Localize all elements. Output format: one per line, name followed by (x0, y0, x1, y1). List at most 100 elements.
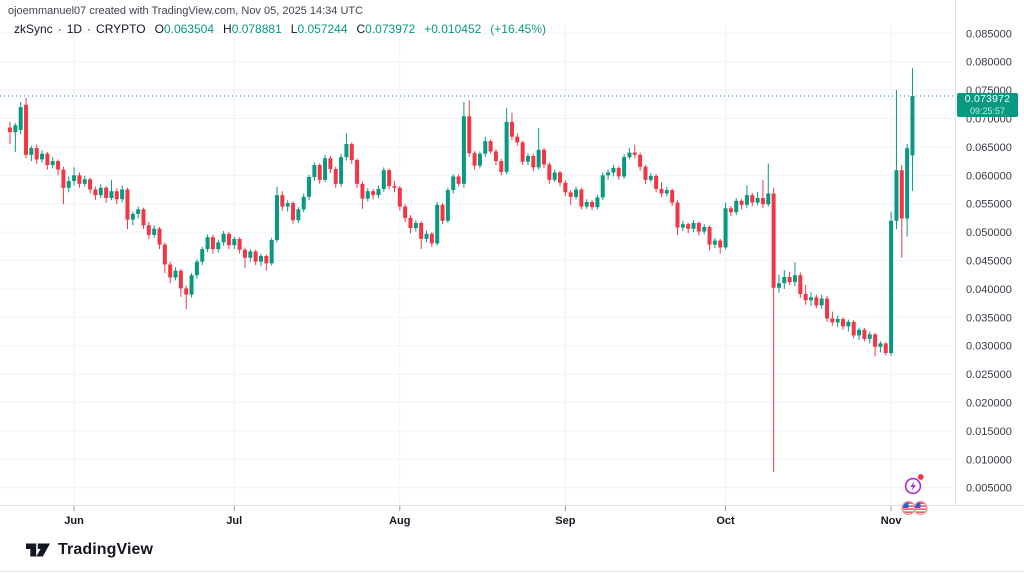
price-axis-label[interactable]: 0.085000 (966, 28, 1012, 40)
candle-body (520, 142, 525, 162)
candle-body (691, 223, 696, 229)
candle-body (435, 204, 440, 244)
candle-body (162, 244, 167, 265)
candle-body (579, 189, 584, 207)
price-axis-label[interactable]: 0.060000 (966, 170, 1012, 182)
tradingview-logo-text: TradingView (58, 541, 154, 558)
candle-body (867, 334, 872, 339)
candle-body (803, 294, 808, 301)
candle-body (563, 182, 568, 193)
candle-body (194, 261, 199, 276)
candle-body (232, 238, 237, 246)
candle-body (136, 209, 141, 214)
candle-body (493, 151, 498, 162)
candle-body (675, 202, 680, 228)
candle-body (371, 191, 376, 196)
candle-body (680, 224, 685, 228)
ohlc-low: L0.057244 (290, 22, 348, 36)
candle-body (509, 121, 514, 137)
candle-body (531, 155, 536, 168)
candle-body (627, 152, 632, 158)
price-axis-label[interactable]: 0.020000 (966, 398, 1012, 410)
lightning-bolt-icon (910, 481, 916, 491)
candle-body (696, 223, 701, 232)
price-axis-label[interactable]: 0.045000 (966, 256, 1012, 268)
candle-body (542, 149, 546, 165)
us-flag-events-icon[interactable] (896, 499, 932, 517)
candle-body (712, 240, 717, 245)
candle-body (889, 220, 894, 354)
candle-body (45, 153, 50, 166)
candle-body (782, 276, 787, 284)
candle-body (488, 141, 493, 152)
candle-body (461, 116, 466, 184)
candle-body (173, 270, 178, 278)
candle-body (61, 169, 66, 188)
candle-body (760, 198, 765, 205)
candle-body (205, 237, 210, 250)
tradingview-logo[interactable]: TradingView (26, 541, 153, 559)
candle-body (883, 343, 888, 354)
candle-body (355, 159, 360, 184)
candle-body (296, 209, 301, 221)
candle-body (109, 191, 114, 199)
candle-body (419, 223, 424, 239)
price-axis-label[interactable]: 0.010000 (966, 454, 1012, 466)
candle-body (638, 154, 643, 167)
price-axis-label[interactable]: 0.035000 (966, 312, 1012, 324)
time-axis-label[interactable]: Oct (716, 515, 735, 527)
price-axis-label[interactable]: 0.055000 (966, 199, 1012, 211)
candle-body (312, 165, 317, 178)
candlestick-chart[interactable]: 0.0850000.0800000.0750000.0700000.065000… (0, 0, 1024, 535)
candle-body (728, 208, 733, 213)
flash-event-icon[interactable] (901, 471, 927, 497)
candle-body (819, 298, 824, 306)
candle-body (120, 189, 125, 200)
candle-body (125, 189, 130, 220)
price-axis-label[interactable]: 0.065000 (966, 142, 1012, 154)
candle-body (766, 193, 771, 205)
time-axis-label[interactable]: Aug (389, 515, 410, 527)
candle-body (253, 251, 258, 262)
price-axis-label[interactable]: 0.080000 (966, 57, 1012, 69)
candle-body (899, 170, 904, 219)
candle-body (568, 192, 573, 197)
price-axis-label[interactable]: 0.015000 (966, 426, 1012, 438)
price-axis-label[interactable]: 0.005000 (966, 483, 1012, 495)
attribution-text: ojoemmanuel07 created with TradingView.c… (8, 5, 364, 17)
symbol-legend[interactable]: zkSync · 1D · CRYPTO O0.063504 H0.078881… (14, 22, 546, 36)
price-axis-label[interactable]: 0.050000 (966, 227, 1012, 239)
time-axis-label[interactable]: Nov (881, 515, 903, 527)
candle-body (622, 157, 627, 177)
candle-body (734, 200, 739, 213)
candle-body (307, 177, 312, 197)
candle-body (830, 318, 835, 323)
candle-body (483, 141, 488, 154)
candle-body (381, 170, 386, 189)
ohlc-open: O0.063504 (154, 22, 215, 36)
price-axis-label[interactable]: 0.025000 (966, 369, 1012, 381)
candle-body (104, 187, 109, 199)
candle-body (152, 228, 157, 235)
candle-body (56, 161, 61, 170)
candle-body (894, 170, 899, 221)
separator: · (87, 22, 92, 36)
price-axis-label[interactable]: 0.040000 (966, 284, 1012, 296)
candle-body (771, 193, 776, 288)
candle-body (723, 208, 728, 248)
candle-body (643, 166, 648, 180)
candle-body (440, 204, 445, 221)
time-axis-label[interactable]: Jun (64, 515, 84, 527)
symbol-name[interactable]: zkSync (14, 22, 53, 36)
candle-body (323, 158, 328, 180)
candle-body (841, 319, 846, 327)
time-axis-label[interactable]: Sep (555, 515, 575, 527)
candle-body (445, 190, 450, 221)
interval-label[interactable]: 1D (66, 22, 83, 36)
candle-body (590, 201, 595, 208)
candle-body (344, 144, 349, 158)
candle-body (210, 237, 215, 250)
candle-body (339, 157, 344, 184)
price-axis-label[interactable]: 0.030000 (966, 341, 1012, 353)
time-axis-label[interactable]: Jul (226, 515, 242, 527)
